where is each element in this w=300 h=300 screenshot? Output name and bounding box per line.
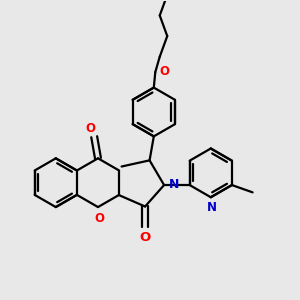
Text: N: N (169, 178, 179, 191)
Text: N: N (206, 201, 216, 214)
Text: O: O (94, 212, 104, 225)
Text: O: O (159, 65, 169, 78)
Text: O: O (85, 122, 95, 135)
Text: O: O (140, 231, 151, 244)
